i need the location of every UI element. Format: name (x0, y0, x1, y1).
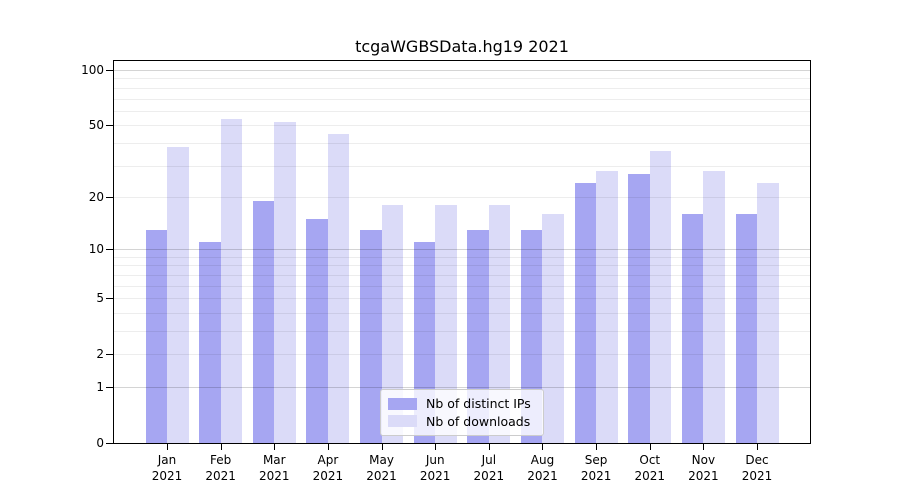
bar-distinct-ips-nov (681, 214, 704, 443)
x-axis-label-month: May (369, 453, 394, 467)
legend-swatch-distinct-ips (388, 397, 417, 410)
plot-area: Nb of distinct IPs Nb of downloads (113, 60, 811, 444)
bar-downloads-jul (488, 205, 511, 443)
y-axis-label: 5 (96, 291, 104, 306)
x-axis-label: Aug 2021 (510, 452, 574, 484)
x-axis-label-year: 2021 (527, 469, 558, 483)
x-axis-label-month: Oct (639, 453, 661, 467)
x-axis-tick (757, 444, 759, 450)
x-axis-label-month: Aug (530, 453, 555, 467)
x-axis-label-year: 2021 (151, 469, 183, 483)
y-axis-label: 2 (96, 347, 104, 362)
x-axis-label-year: 2021 (473, 469, 505, 483)
y-axis-label: 1 (96, 379, 104, 394)
x-axis-label: Apr 2021 (296, 452, 360, 484)
bar-downloads-aug (542, 214, 564, 443)
x-axis-label: Dec 2021 (725, 452, 789, 484)
bar-downloads-jan (167, 146, 189, 443)
x-axis-label-month: Jan (157, 453, 177, 467)
x-axis-label-year: 2021 (634, 469, 666, 483)
legend-label-distinct-ips: Nb of distinct IPs (426, 396, 531, 412)
x-axis-label: May 2021 (350, 452, 414, 484)
x-axis-label-month: Jul (481, 453, 497, 467)
x-axis-label: Jun 2021 (403, 452, 467, 484)
y-axis-label: 10 (88, 242, 104, 257)
x-axis-label-month: Mar (262, 453, 286, 467)
y-axis-tick (106, 70, 113, 72)
x-axis-label-year: 2021 (312, 469, 344, 483)
bar-distinct-ips-apr (306, 218, 328, 443)
x-axis-tick (649, 444, 651, 450)
bar-downloads-apr (327, 133, 350, 443)
x-axis-label-month: Feb (210, 453, 232, 467)
x-axis-label: Oct 2021 (618, 452, 682, 484)
x-axis-label: Sep 2021 (564, 452, 628, 484)
x-axis-tick (274, 444, 276, 450)
legend-item-distinct-ips: Nb of distinct IPs (388, 395, 536, 413)
bar-downloads-jun (435, 205, 457, 443)
x-axis-label-month: Sep (584, 453, 608, 467)
x-axis-label-year: 2021 (419, 469, 451, 483)
bar-distinct-ips-jan (145, 229, 167, 443)
bar-downloads-dec (757, 182, 779, 443)
x-axis-label-month: Dec (745, 453, 769, 467)
y-axis-label: 0 (96, 436, 104, 450)
x-axis-label: Feb 2021 (189, 452, 253, 484)
y-axis-label: 20 (88, 189, 104, 204)
y-axis-tick (106, 249, 113, 251)
bar-distinct-ips-oct (628, 173, 650, 443)
bar-downloads-oct (649, 151, 672, 443)
x-axis-label-year: 2021 (580, 469, 612, 483)
x-axis-label-month: Jun (425, 453, 445, 467)
legend-swatch-downloads (388, 415, 417, 428)
x-axis-label-month: Nov (691, 453, 716, 467)
y-axis-tick (106, 125, 113, 127)
chart-title: tcgaWGBSData.hg19 2021 (355, 37, 569, 56)
x-axis-label-month: Apr (317, 453, 339, 467)
x-axis-label: Mar 2021 (242, 452, 306, 484)
x-axis-label: Jul 2021 (457, 452, 521, 484)
legend-item-downloads: Nb of downloads (388, 413, 536, 431)
x-axis-tick (220, 444, 222, 450)
bar-downloads-sep (596, 170, 618, 443)
x-axis-label: Nov 2021 (671, 452, 735, 484)
x-axis-label-year: 2021 (258, 469, 290, 483)
legend-label-downloads: Nb of downloads (426, 413, 531, 429)
bars-layer (114, 61, 810, 443)
x-axis-tick (488, 444, 490, 450)
bar-distinct-ips-dec (735, 214, 758, 443)
legend: Nb of distinct IPs Nb of downloads (380, 389, 544, 436)
x-axis-label-year: 2021 (366, 469, 397, 483)
y-axis-tick (106, 443, 113, 444)
x-axis-tick (167, 444, 168, 450)
y-axis-tick (106, 298, 113, 300)
x-axis-tick (327, 444, 329, 450)
bar-downloads-mar (274, 122, 296, 443)
y-axis-tick (106, 354, 113, 356)
x-axis-tick (542, 444, 544, 450)
y-axis-tick (106, 386, 113, 388)
x-axis-tick (596, 444, 598, 450)
y-axis-label: 100 (81, 63, 104, 78)
bar-distinct-ips-mar (252, 200, 275, 443)
y-axis-tick (106, 196, 113, 198)
x-axis-label-year: 2021 (205, 469, 236, 483)
bar-downloads-feb (220, 119, 243, 443)
x-axis-tick (381, 444, 383, 450)
x-axis-label: Jan 2021 (135, 452, 199, 484)
bar-downloads-may (381, 205, 404, 443)
bar-distinct-ips-feb (199, 242, 221, 443)
bar-downloads-nov (703, 170, 725, 443)
bar-distinct-ips-sep (574, 182, 597, 443)
x-axis-tick (703, 444, 705, 450)
bar-distinct-ips-may (360, 229, 382, 443)
x-axis-label-year: 2021 (688, 469, 719, 483)
x-axis-tick (435, 444, 437, 450)
y-axis-label: 50 (88, 118, 104, 133)
x-axis-label-year: 2021 (741, 469, 773, 483)
